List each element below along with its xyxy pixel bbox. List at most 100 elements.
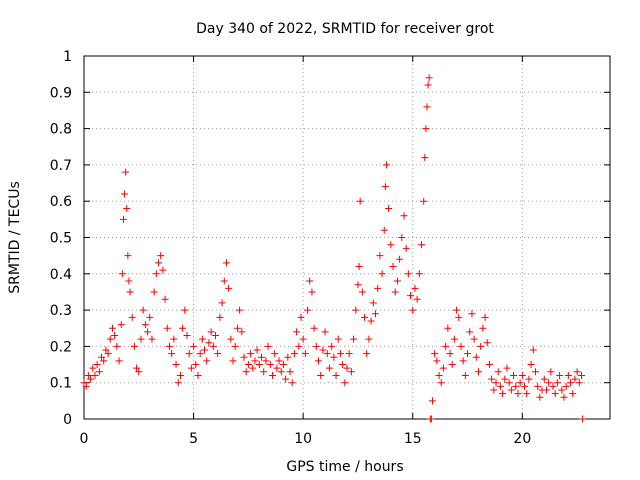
data-point [205, 339, 213, 347]
data-point [355, 263, 363, 271]
data-point [514, 390, 522, 398]
data-point [225, 284, 233, 292]
data-point [128, 313, 136, 321]
data-point [400, 212, 408, 220]
data-point [371, 310, 379, 318]
data-point [170, 335, 178, 343]
data-point [93, 361, 101, 369]
data-point [503, 364, 511, 372]
data-point [192, 361, 200, 369]
y-tick-label: 0.8 [50, 122, 72, 138]
data-point [284, 353, 292, 361]
data-point [119, 215, 127, 223]
data-point [236, 306, 244, 314]
data-point [332, 371, 340, 379]
data-point [461, 371, 469, 379]
data-point [525, 375, 533, 383]
data-point [380, 226, 388, 234]
data-point [168, 350, 176, 358]
data-point [472, 353, 480, 361]
data-point [393, 277, 401, 285]
data-point [422, 125, 430, 133]
data-point [218, 299, 226, 307]
data-point [244, 361, 252, 369]
data-point [152, 270, 160, 278]
data-point [545, 379, 553, 387]
data-point [308, 288, 316, 296]
data-point [501, 375, 509, 383]
data-point [146, 313, 154, 321]
data-point [207, 328, 215, 336]
data-point [415, 270, 423, 278]
y-tick-label: 1 [63, 49, 72, 65]
data-point [448, 361, 456, 369]
data-point [428, 397, 436, 405]
y-tick-label: 0.4 [50, 267, 72, 283]
data-point [183, 332, 191, 340]
data-point [363, 350, 371, 358]
data-point [301, 350, 309, 358]
y-tick-label: 0.3 [50, 303, 72, 319]
data-point [260, 368, 268, 376]
data-point [341, 379, 349, 387]
data-point [133, 364, 141, 372]
data-point [334, 335, 342, 343]
data-point [279, 361, 287, 369]
data-point [567, 379, 575, 387]
data-point [144, 328, 152, 336]
data-point [457, 342, 465, 350]
data-point [411, 284, 419, 292]
data-point [479, 324, 487, 332]
data-point [108, 324, 116, 332]
data-point [157, 252, 165, 260]
data-point [84, 371, 92, 379]
data-point [350, 335, 358, 343]
data-point [464, 350, 472, 358]
data-point [475, 368, 482, 376]
data-point [275, 357, 283, 365]
data-point [297, 313, 305, 321]
data-point [258, 353, 266, 361]
data-point [231, 342, 239, 350]
data-point [185, 350, 193, 358]
data-point [123, 204, 131, 212]
data-point [293, 328, 301, 336]
data-point [571, 375, 579, 383]
data-point [271, 350, 279, 358]
data-point [361, 313, 369, 321]
data-point [95, 368, 103, 376]
data-point [137, 335, 145, 343]
data-point [523, 390, 531, 398]
data-point [518, 371, 526, 379]
data-point [402, 244, 410, 252]
data-point [492, 379, 500, 387]
data-point [558, 386, 566, 394]
data-point [382, 161, 390, 169]
data-point [404, 270, 412, 278]
data-point [385, 204, 393, 212]
data-point [111, 332, 119, 340]
data-point [91, 371, 99, 379]
data-point [575, 379, 583, 387]
data-point [113, 342, 121, 350]
data-point [556, 371, 564, 379]
data-point [540, 375, 548, 383]
y-axis-label: SRMTID / TECUs [7, 181, 23, 294]
data-point [339, 361, 347, 369]
data-point [459, 357, 467, 365]
data-point [181, 306, 189, 314]
data-point [126, 288, 134, 296]
data-point [365, 335, 373, 343]
data-point [413, 295, 421, 303]
data-point [389, 263, 397, 271]
data-point [315, 357, 323, 365]
data-point [201, 346, 209, 354]
data-point [579, 415, 587, 423]
data-point [124, 252, 132, 260]
data-point [304, 306, 312, 314]
data-point [266, 361, 274, 369]
data-point [356, 197, 364, 205]
data-point [531, 368, 539, 376]
data-point [424, 81, 432, 89]
data-point [159, 266, 167, 274]
